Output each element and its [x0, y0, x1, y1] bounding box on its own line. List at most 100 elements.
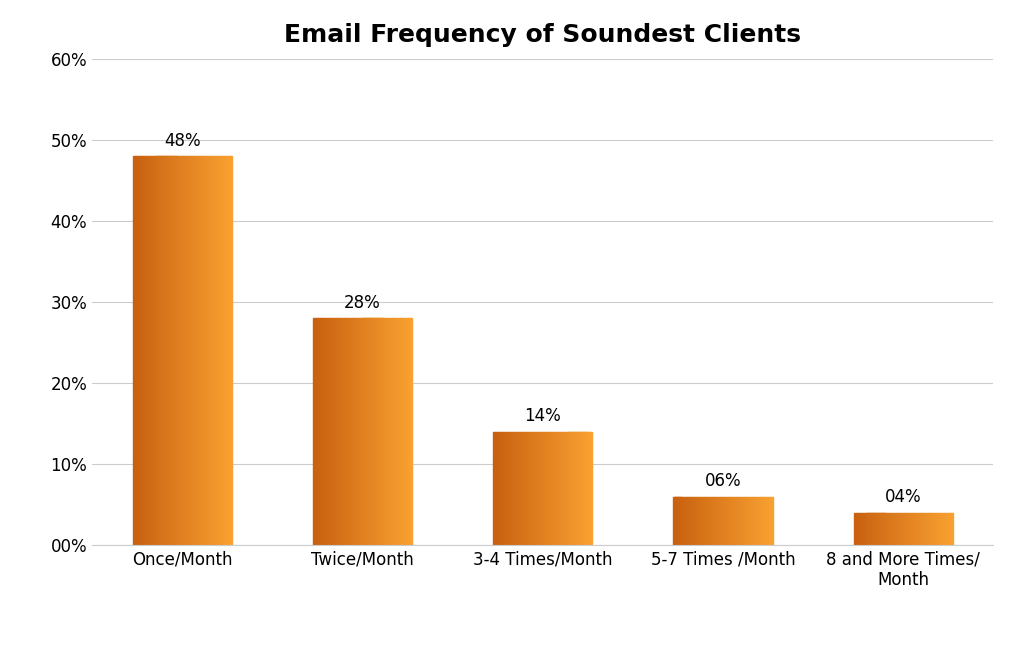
Bar	[136, 156, 137, 545]
Bar	[542, 432, 543, 545]
Bar	[877, 513, 878, 545]
Bar	[345, 319, 346, 545]
Bar	[883, 513, 884, 545]
Bar	[334, 319, 335, 545]
Bar	[688, 497, 689, 545]
Bar	[358, 319, 359, 545]
Text: 04%: 04%	[885, 488, 922, 507]
Bar	[554, 432, 555, 545]
Bar	[215, 156, 216, 545]
Bar	[857, 513, 859, 545]
Bar	[502, 432, 503, 545]
Bar	[496, 432, 497, 545]
Bar	[159, 156, 160, 545]
Text: 28%: 28%	[344, 294, 381, 312]
Bar	[856, 513, 857, 545]
Bar	[501, 432, 502, 545]
Bar	[947, 513, 948, 545]
Bar	[398, 319, 399, 545]
Bar	[505, 432, 506, 545]
Bar	[570, 432, 571, 545]
Bar	[557, 432, 558, 545]
Bar	[323, 319, 324, 545]
Bar	[703, 497, 705, 545]
Bar	[366, 319, 367, 545]
Bar	[869, 513, 870, 545]
Bar	[318, 319, 321, 545]
Bar	[691, 497, 692, 545]
Bar	[199, 156, 201, 545]
Bar	[527, 432, 528, 545]
Bar	[899, 513, 900, 545]
Bar	[152, 156, 153, 545]
Bar	[943, 513, 944, 545]
Bar	[193, 156, 194, 545]
Bar	[941, 513, 942, 545]
Bar	[403, 319, 404, 545]
Bar	[343, 319, 344, 545]
Bar	[584, 432, 585, 545]
Bar	[178, 156, 179, 545]
Bar	[919, 513, 920, 545]
Bar	[540, 432, 541, 545]
Bar	[740, 497, 742, 545]
Bar	[872, 513, 873, 545]
Bar	[949, 513, 950, 545]
Bar	[868, 513, 869, 545]
Bar	[545, 432, 546, 545]
Bar	[722, 497, 723, 545]
Bar	[694, 497, 695, 545]
Bar	[135, 156, 136, 545]
Bar	[162, 156, 163, 545]
Bar	[708, 497, 709, 545]
Bar	[530, 432, 532, 545]
Bar	[213, 156, 214, 545]
Bar	[586, 432, 587, 545]
Bar	[741, 497, 743, 545]
Bar	[396, 319, 397, 545]
Bar	[144, 156, 145, 545]
Bar	[684, 497, 685, 545]
Bar	[689, 497, 690, 545]
Text: 06%: 06%	[705, 472, 741, 490]
Bar	[761, 497, 762, 545]
Bar	[411, 319, 413, 545]
Bar	[864, 513, 865, 545]
Bar	[876, 513, 877, 545]
Bar	[854, 513, 855, 545]
Bar	[509, 432, 510, 545]
Bar	[893, 513, 894, 545]
Bar	[167, 156, 169, 545]
Bar	[497, 432, 499, 545]
Bar	[360, 319, 361, 545]
Bar	[894, 513, 895, 545]
Bar	[401, 319, 402, 545]
Bar	[897, 513, 898, 545]
Bar	[134, 156, 135, 545]
Bar	[185, 156, 186, 545]
Bar	[204, 156, 205, 545]
Bar	[867, 513, 868, 545]
Bar	[526, 432, 527, 545]
Bar	[351, 319, 352, 545]
Bar	[572, 432, 573, 545]
Bar	[866, 513, 867, 545]
Bar	[326, 319, 327, 545]
Bar	[696, 497, 697, 545]
Bar	[166, 156, 167, 545]
Bar	[923, 513, 925, 545]
Bar	[520, 432, 521, 545]
Bar	[317, 319, 319, 545]
Bar	[674, 497, 675, 545]
Bar	[517, 432, 518, 545]
Bar	[878, 513, 879, 545]
Bar	[855, 513, 856, 545]
Bar	[180, 156, 181, 545]
Bar	[908, 513, 909, 545]
Bar	[314, 319, 315, 545]
Bar	[928, 513, 929, 545]
Bar	[763, 497, 764, 545]
Bar	[372, 319, 373, 545]
Text: 48%: 48%	[164, 132, 201, 150]
Bar	[359, 319, 360, 545]
